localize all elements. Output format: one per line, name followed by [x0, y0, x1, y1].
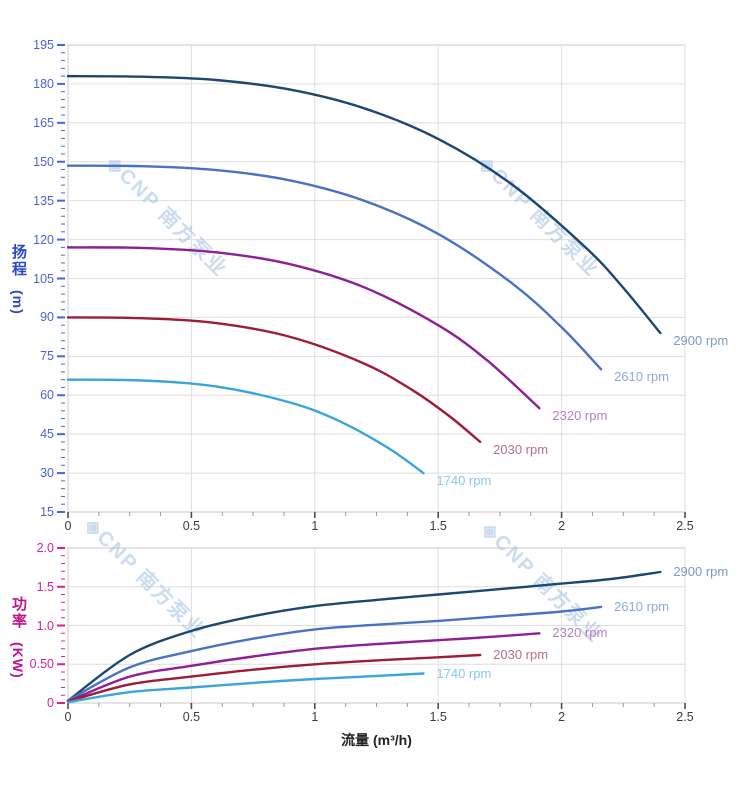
- y-tick-label: 0: [47, 696, 54, 710]
- power-axis-title: 功率 (KW): [9, 596, 27, 679]
- y-tick-label: 90: [40, 310, 54, 325]
- x-tick-label: 0: [64, 710, 72, 724]
- x-tick-label: 1: [311, 710, 319, 724]
- curve-label-1740-rpm: 1740 rpm: [436, 665, 492, 681]
- curve-2320-rpm: [66, 246, 541, 410]
- curve-label-2900-rpm: 2900 rpm: [673, 332, 729, 348]
- curve-label-2610-rpm: 2610 rpm: [614, 369, 669, 385]
- y-tick-label: 135: [33, 193, 54, 208]
- curve-2030-rpm: [66, 316, 482, 444]
- curve-1740-rpm: [66, 378, 425, 475]
- x-tick-label: 1: [311, 519, 319, 533]
- curve-label-2030-rpm: 2030 rpm: [493, 646, 549, 662]
- y-tick-label: 75: [40, 349, 54, 364]
- y-tick-label: 1.5: [36, 579, 54, 594]
- y-tick-label: 150: [33, 154, 54, 169]
- curve-1740-rpm: [66, 672, 425, 704]
- y-tick-label: 15: [40, 505, 54, 519]
- x-tick-label: 2: [558, 710, 566, 724]
- curve-label-2320-rpm: 2320 rpm: [552, 625, 608, 641]
- curve-label-2030-rpm: 2030 rpm: [493, 441, 549, 457]
- curve-2610-rpm: [66, 605, 603, 702]
- power-axis-unit: (KW): [10, 642, 26, 679]
- curve-2610-rpm: [66, 164, 603, 371]
- curve-2900-rpm: [66, 570, 662, 702]
- curve-label-2900-rpm: 2900 rpm: [673, 564, 729, 580]
- curve-2900-rpm: [66, 74, 662, 335]
- y-tick-label: 165: [33, 115, 54, 130]
- y-tick-label: 2.0: [36, 541, 54, 555]
- y-tick-label: 0.50: [29, 657, 54, 672]
- curve-label-1740-rpm: 1740 rpm: [436, 473, 492, 489]
- x-tick-label: 2.5: [676, 519, 694, 533]
- curve-label-2320-rpm: 2320 rpm: [552, 408, 608, 424]
- y-tick-label: 180: [33, 76, 54, 91]
- curve-2030-rpm: [66, 653, 482, 703]
- head-axis-title: 扬程 (m): [9, 244, 27, 315]
- head-axis-unit: (m): [10, 290, 26, 315]
- y-tick-label: 60: [40, 388, 54, 403]
- curve-label-2610-rpm: 2610 rpm: [614, 598, 669, 614]
- x-tick-label: 0: [64, 519, 72, 533]
- flow-axis-title: 流量 (m³/h): [341, 732, 412, 748]
- curve-2320-rpm: [66, 632, 541, 703]
- y-tick-label: 1.0: [36, 618, 54, 633]
- x-tick-label: 2: [558, 519, 566, 533]
- head-axis-title-text: 扬程: [10, 244, 27, 278]
- x-tick-label: 2.5: [676, 710, 694, 724]
- y-tick-label: 105: [33, 271, 54, 286]
- x-tick-label: 0.5: [182, 519, 201, 533]
- y-tick-label: 120: [33, 232, 54, 247]
- x-tick-label: 1.5: [429, 519, 447, 533]
- y-tick-label: 45: [40, 427, 54, 442]
- x-tick-label: 1.5: [429, 710, 447, 724]
- x-tick-label: 0.5: [182, 710, 201, 724]
- y-tick-label: 30: [40, 466, 54, 481]
- y-tick-label: 195: [33, 38, 54, 52]
- power-axis-title-text: 功率: [10, 596, 27, 630]
